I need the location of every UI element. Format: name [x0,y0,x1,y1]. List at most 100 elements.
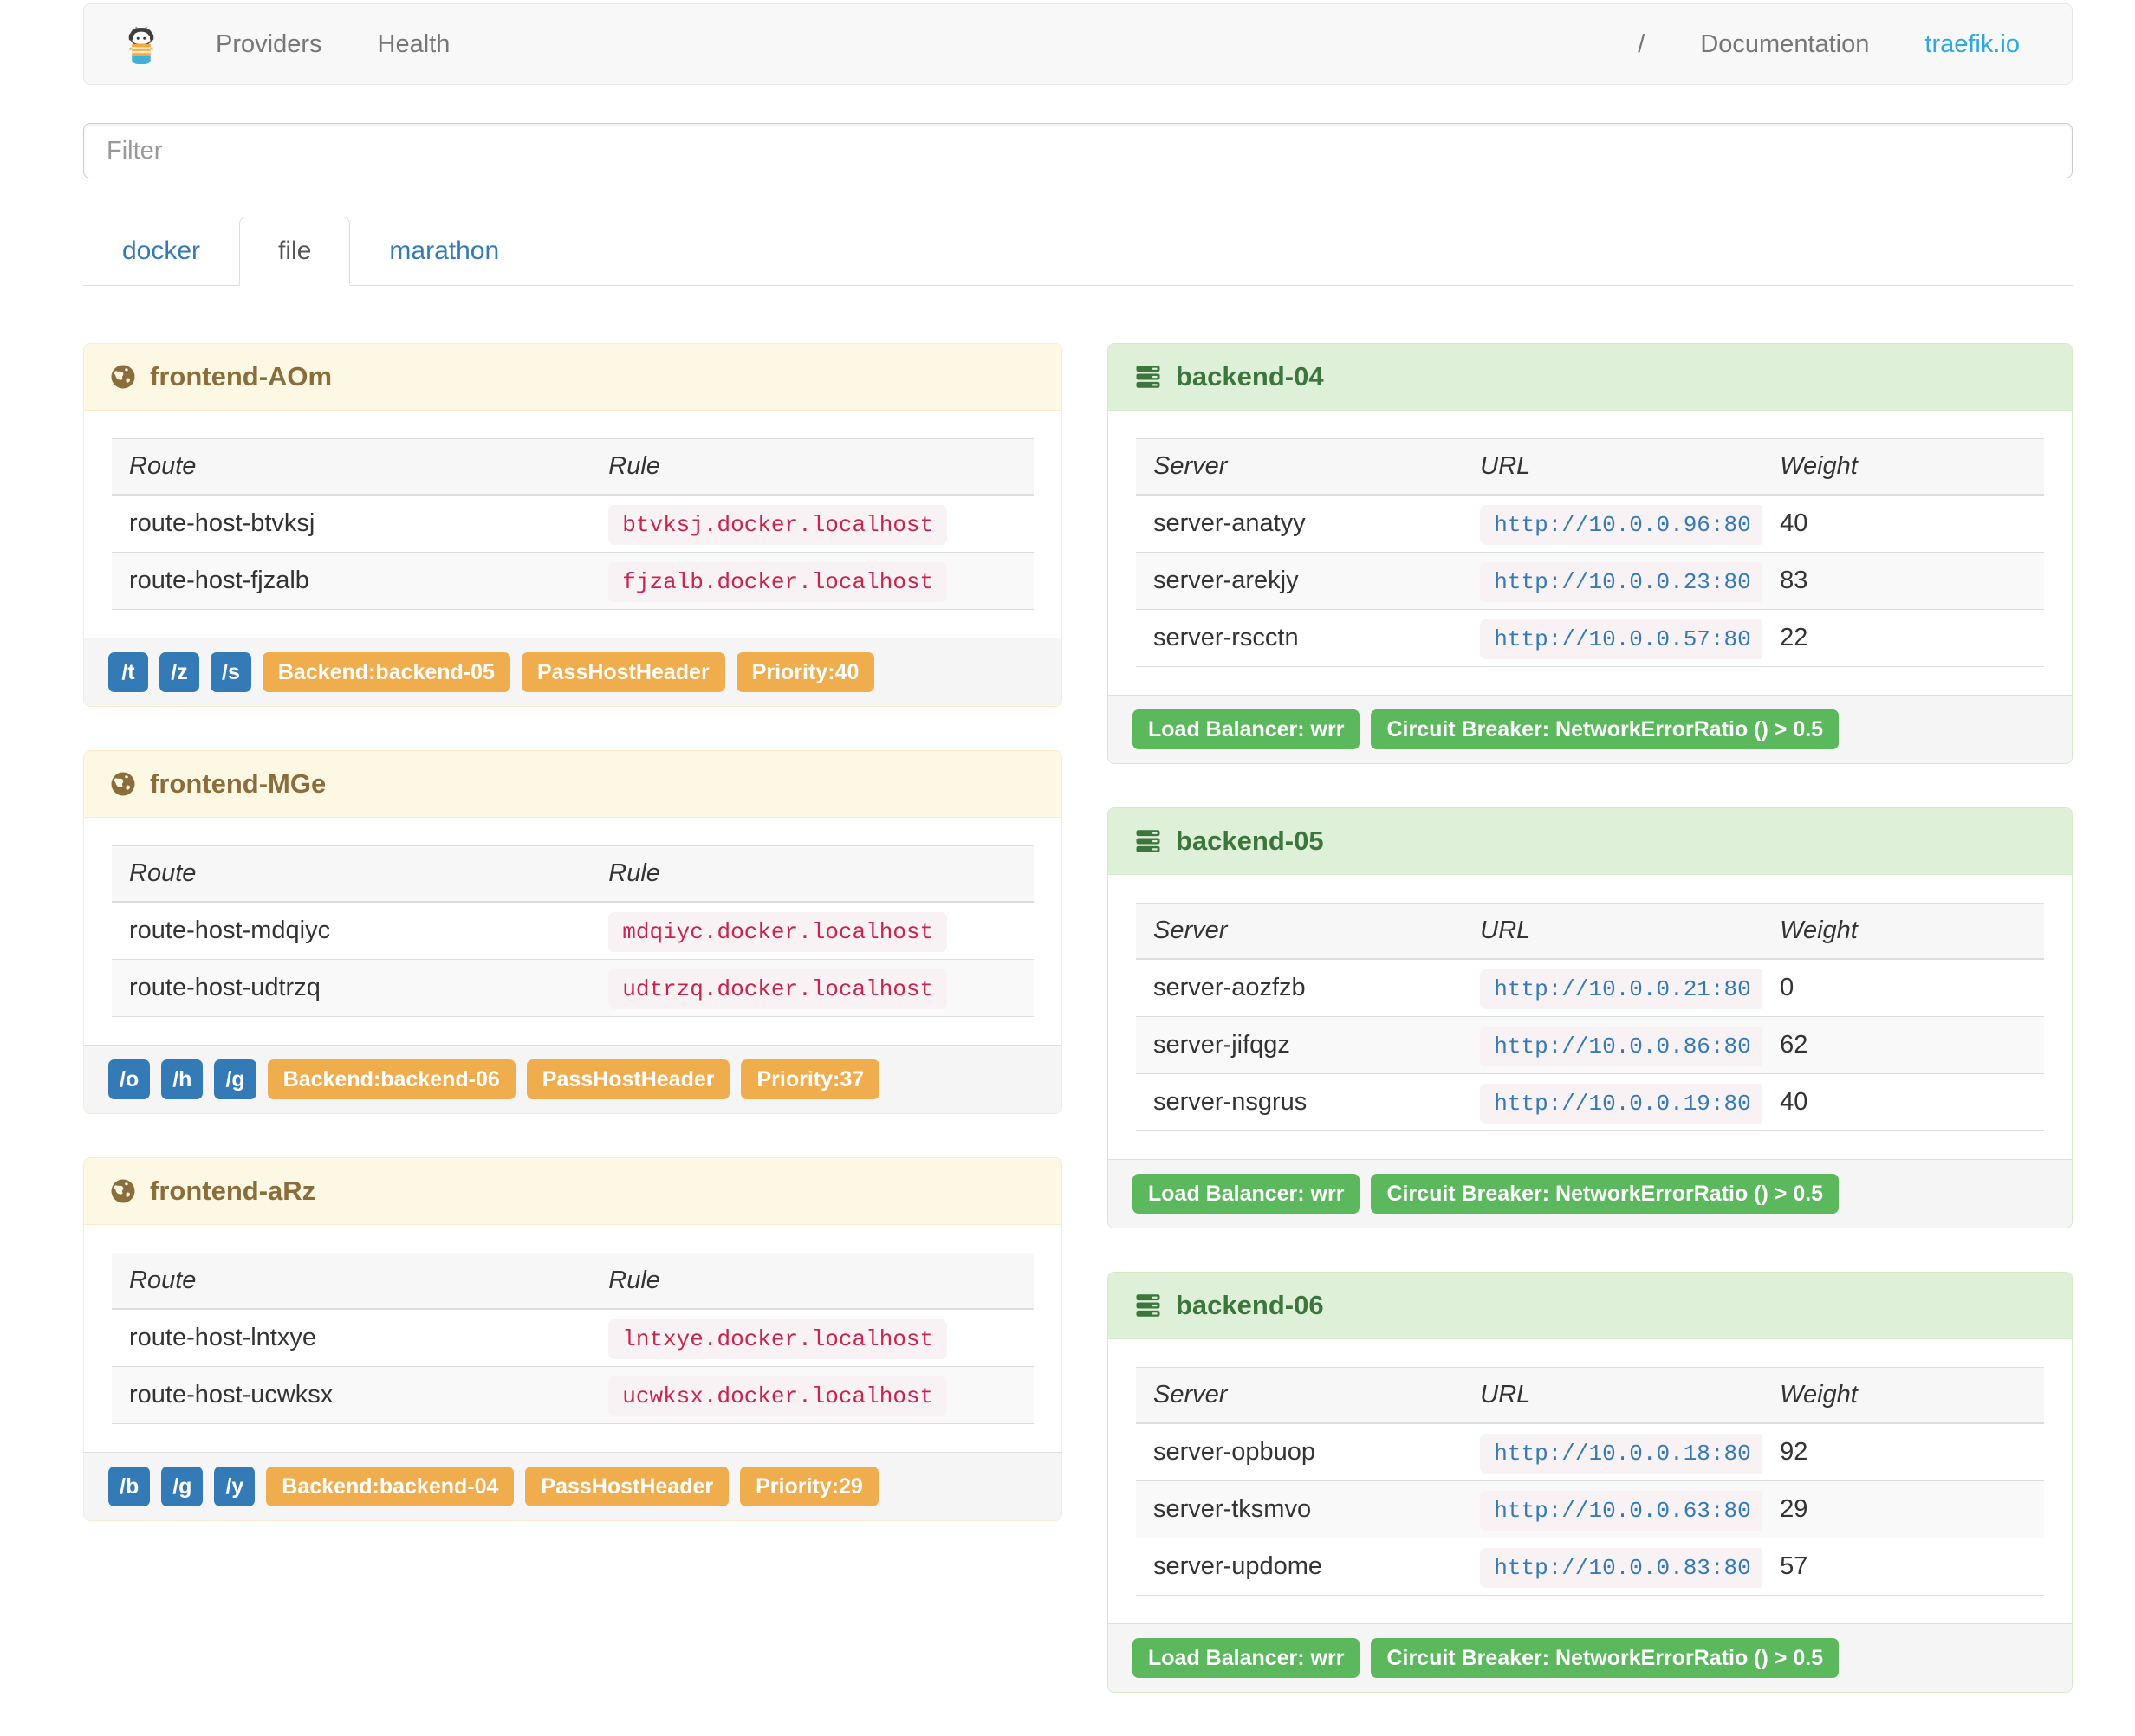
rule-code: udtrzq.docker.localhost [608,969,948,1009]
table-row: server-arekjy http://10.0.0.23:80 83 [1136,552,2044,610]
server-url-link[interactable]: http://10.0.0.57:80 [1480,619,1763,659]
route-name: route-host-mdqiyc [112,902,592,960]
table-header-row: Route Rule [112,1253,1034,1310]
frontend-card-body: Route Rule route-host-btvksj btvksj.dock… [84,411,1061,638]
table-row: route-host-mdqiyc mdqiyc.docker.localhos… [112,902,1034,960]
backend-card-header: backend-04 [1108,344,2072,411]
provider-tabs: docker file marathon [83,217,2073,286]
entrypoint-tag: /s [211,652,251,692]
frontend-card-footer: /t /z /s Backend:backend-05 PassHostHead… [84,638,1061,706]
rule-code: fjzalb.docker.localhost [608,562,948,602]
routes-table: Route Rule route-host-btvksj btvksj.dock… [112,438,1034,610]
frontend-card-footer: /b /g /y Backend:backend-04 PassHostHead… [84,1452,1061,1520]
column-rule: Rule [591,438,1034,496]
column-route: Route [112,845,592,903]
table-header-row: Server URL Weight [1136,1367,2044,1424]
server-weight: 40 [1762,495,2044,553]
route-name: route-host-fjzalb [112,552,592,610]
frontend-card-header: frontend-MGe [84,751,1061,818]
navbar: Providers Health / Documentation traefik… [83,3,2073,85]
filter-input[interactable] [83,123,2073,178]
backends-column: backend-04 Server URL Weight [1107,343,2073,1736]
frontend-card-header: frontend-AOm [84,344,1061,411]
frontends-column: frontend-AOm Route Rule ro [83,343,1062,1564]
column-weight: Weight [1762,1367,2044,1424]
frontend-card-body: Route Rule route-host-lntxye lntxye.dock… [84,1225,1061,1452]
rule-code: btvksj.docker.localhost [608,505,948,545]
server-weight: 22 [1762,609,2044,667]
nav-health[interactable]: Health [377,29,451,58]
route-name: route-host-ucwksx [112,1366,592,1424]
server-url-link[interactable]: http://10.0.0.63:80 [1480,1491,1763,1531]
column-server: Server [1136,1367,1463,1424]
column-weight: Weight [1762,903,2044,960]
frontend-card-footer: /o /h /g Backend:backend-06 PassHostHead… [84,1045,1061,1113]
entrypoint-tag: /y [214,1467,256,1506]
backend-title: backend-04 [1176,361,1324,392]
entrypoint-tag: /g [214,1059,256,1099]
column-rule: Rule [591,1253,1034,1310]
table-row: server-opbuop http://10.0.0.18:80 92 [1136,1423,2044,1481]
server-weight: 0 [1762,959,2044,1017]
circuit-breaker-tag: Circuit Breaker: NetworkErrorRatio () > … [1371,1174,1840,1214]
backend-card-header: backend-06 [1108,1273,2072,1339]
server-url-link[interactable]: http://10.0.0.83:80 [1480,1548,1763,1588]
server-weight: 83 [1762,552,2044,610]
backend-card-body: Server URL Weight server-opbuop http://1… [1108,1339,2072,1623]
frontend-card-header: frontend-aRz [84,1158,1061,1225]
server-url-link[interactable]: http://10.0.0.18:80 [1480,1434,1763,1474]
server-name: server-jifqgz [1136,1016,1463,1074]
column-url: URL [1463,903,1763,960]
frontend-card-MGe: frontend-MGe Route Rule ro [83,750,1062,1114]
page: Providers Health / Documentation traefik… [83,3,2073,1736]
column-url: URL [1463,1367,1763,1424]
nav-traefik-io-link[interactable]: traefik.io [1924,29,2020,58]
table-row: server-anatyy http://10.0.0.96:80 40 [1136,495,2044,553]
servers-table: Server URL Weight server-anatyy http://1… [1136,438,2044,667]
table-header-row: Server URL Weight [1136,903,2044,960]
navbar-right: / Documentation traefik.io [1610,30,2047,59]
server-weight: 29 [1762,1480,2044,1538]
entrypoint-tag: /b [108,1467,151,1506]
table-row: route-host-ucwksx ucwksx.docker.localhos… [112,1366,1034,1424]
tab-marathon[interactable]: marathon [389,236,500,265]
server-name: server-anatyy [1136,495,1463,553]
tab-docker[interactable]: docker [122,236,201,265]
table-row: server-aozfzb http://10.0.0.21:80 0 [1136,959,2044,1017]
backend-card-05: backend-05 Server URL Weight [1107,807,2073,1228]
column-route: Route [112,1253,592,1310]
rule-code: lntxye.docker.localhost [608,1319,948,1359]
column-route: Route [112,438,592,496]
server-name: server-opbuop [1136,1423,1463,1481]
frontend-title: frontend-MGe [150,768,327,799]
nav-providers[interactable]: Providers [216,29,322,58]
table-row: server-tksmvo http://10.0.0.63:80 29 [1136,1480,2044,1538]
nav-documentation[interactable]: Documentation [1700,29,1870,58]
server-url-link[interactable]: http://10.0.0.86:80 [1480,1027,1763,1066]
entrypoint-tag: /o [108,1059,151,1099]
column-weight: Weight [1762,438,2044,496]
rule-code: mdqiyc.docker.localhost [608,912,948,952]
server-url-link[interactable]: http://10.0.0.21:80 [1480,969,1763,1009]
priority-tag: Priority:29 [740,1467,879,1506]
server-url-link[interactable]: http://10.0.0.96:80 [1480,505,1763,545]
backend-card-body: Server URL Weight server-aozfzb http://1… [1108,875,2072,1159]
server-name: server-arekjy [1136,552,1463,610]
passhostheader-tag: PassHostHeader [521,652,725,692]
route-name: route-host-btvksj [112,495,592,553]
routes-table: Route Rule route-host-lntxye lntxye.dock… [112,1253,1034,1424]
traefik-logo-icon[interactable] [124,23,159,65]
frontend-card-AOm: frontend-AOm Route Rule ro [83,343,1062,707]
backend-card-header: backend-05 [1108,808,2072,875]
nav-slash-text: / [1638,29,1645,58]
server-url-link[interactable]: http://10.0.0.23:80 [1480,562,1763,602]
column-url: URL [1463,438,1763,496]
tab-file[interactable]: file [239,217,351,286]
content-columns: frontend-AOm Route Rule ro [83,343,2073,1736]
server-name: server-rscctn [1136,609,1463,667]
server-url-link[interactable]: http://10.0.0.19:80 [1480,1084,1763,1124]
load-balancer-tag: Load Balancer: wrr [1132,1638,1360,1678]
server-name: server-tksmvo [1136,1480,1463,1538]
backend-title: backend-05 [1176,826,1324,856]
table-header-row: Route Rule [112,845,1034,903]
